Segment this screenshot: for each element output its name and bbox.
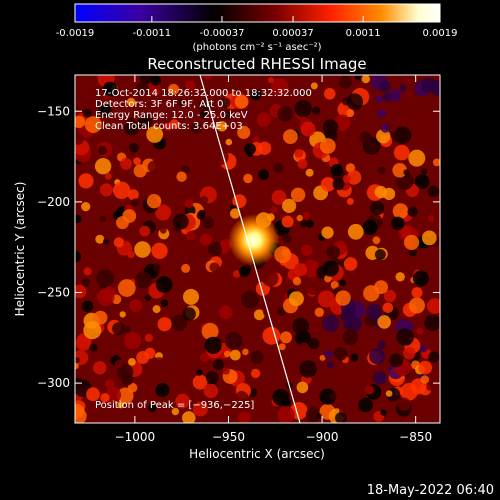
- rhessi-image: [75, 75, 440, 423]
- y-axis-ticks: −150 −200 −250 −300: [37, 104, 440, 390]
- colorbar-tick-label: -0.0011: [133, 28, 172, 39]
- x-tick-label: −850: [399, 430, 432, 444]
- peak-position-label: Position of Peak = [−936,−225]: [95, 400, 254, 411]
- info-line-time: 17-Oct-2014 18:26:32.000 to 18:32:32.000: [95, 88, 312, 99]
- x-axis-ticks: −1000 −950 −900 −850: [115, 75, 432, 444]
- info-line-energy: Energy Range: 12.0 - 25.0 keV: [95, 110, 248, 121]
- colorbar: [74, 3, 441, 23]
- y-tick-label: −150: [37, 104, 70, 118]
- y-tick-label: −250: [37, 286, 70, 300]
- colorbar-tick-label: -0.0019: [56, 28, 95, 39]
- flare-peak-source: [228, 214, 280, 266]
- plot-frame: [74, 74, 441, 424]
- colorbar-ticks: -0.0019 -0.0011 -0.00037 0.00037 0.0011 0.001…: [56, 16, 458, 39]
- y-axis-label: Heliocentric Y (arcsec): [13, 182, 27, 317]
- info-line-clean: Clean Total counts: 3.64E+03: [95, 121, 243, 132]
- image-texture: [75, 75, 440, 423]
- y-tick-label: −200: [37, 195, 70, 209]
- y-tick-label: −300: [37, 376, 70, 390]
- timestamp: 18-May-2022 06:40: [367, 483, 494, 498]
- colorbar-tick-label: 0.0011: [346, 28, 381, 39]
- colorbar-tick-label: 0.00037: [272, 28, 313, 39]
- colorbar-tick-label: 0.0019: [423, 28, 458, 39]
- solar-limb-line: [199, 75, 301, 423]
- x-tick-label: −950: [212, 430, 245, 444]
- x-tick-label: −900: [306, 430, 339, 444]
- observation-info: 17-Oct-2014 18:26:32.000 to 18:32:32.000…: [95, 88, 312, 132]
- colorbar-unit-label: (photons cm⁻² s⁻¹ asec⁻²): [192, 42, 321, 53]
- info-line-detectors: Detectors: 3F 6F 9F, Att 0: [95, 99, 223, 110]
- x-axis-label: Heliocentric X (arcsec): [189, 447, 325, 461]
- colorbar-tick-label: -0.00037: [199, 28, 244, 39]
- x-tick-label: −1000: [115, 430, 156, 444]
- image-title: Reconstructed RHESSI Image: [147, 55, 366, 73]
